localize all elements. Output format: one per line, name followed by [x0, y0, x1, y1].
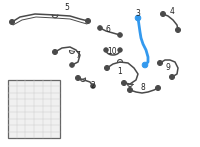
Text: 1: 1	[118, 67, 122, 76]
Circle shape	[122, 81, 127, 86]
Circle shape	[86, 19, 90, 24]
Circle shape	[10, 20, 14, 25]
Circle shape	[158, 61, 162, 66]
Circle shape	[52, 50, 58, 55]
Text: 8: 8	[141, 83, 145, 92]
Text: 2: 2	[91, 81, 95, 90]
Circle shape	[135, 15, 141, 21]
Circle shape	[142, 62, 148, 68]
Circle shape	[118, 48, 122, 52]
Text: 5: 5	[65, 4, 69, 12]
Text: 7: 7	[76, 51, 80, 60]
Circle shape	[170, 75, 174, 80]
Circle shape	[128, 87, 132, 92]
Text: 10: 10	[107, 47, 117, 56]
Circle shape	[104, 48, 108, 52]
Circle shape	[156, 86, 160, 91]
Circle shape	[98, 26, 102, 30]
Circle shape	[70, 63, 74, 67]
Text: 4: 4	[170, 7, 174, 16]
Bar	[8, 80, 60, 138]
Circle shape	[104, 66, 110, 71]
Circle shape	[118, 33, 122, 37]
Text: 3: 3	[136, 9, 140, 17]
Circle shape	[76, 76, 80, 81]
Text: 6: 6	[106, 25, 110, 35]
Circle shape	[160, 11, 166, 16]
Text: 9: 9	[166, 62, 170, 71]
Circle shape	[91, 84, 95, 88]
Circle shape	[176, 27, 180, 32]
